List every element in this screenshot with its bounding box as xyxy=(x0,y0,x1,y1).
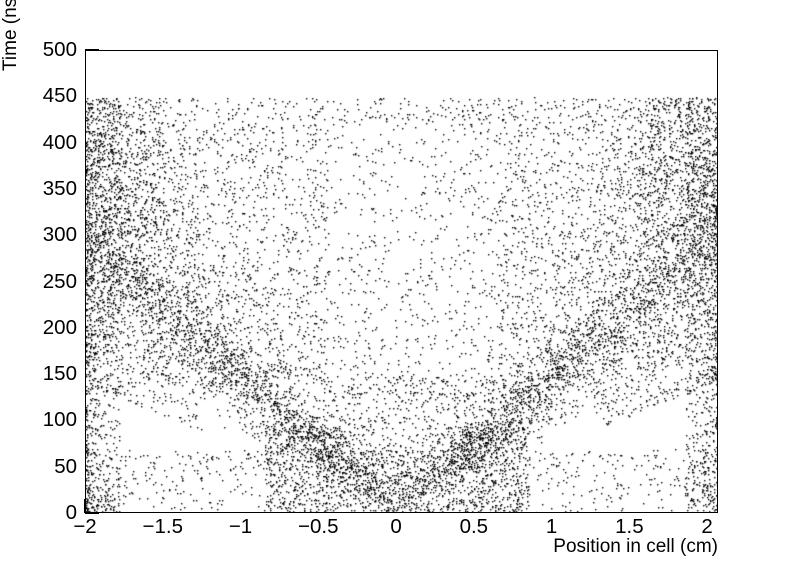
y-tick-major xyxy=(85,49,99,51)
y-tick-label: 500 xyxy=(42,38,77,61)
y-tick-label: 300 xyxy=(42,223,77,247)
x-tick-label: −1 xyxy=(228,515,253,538)
y-tick-label: 450 xyxy=(42,84,77,108)
x-tick-label: 1.5 xyxy=(615,515,644,538)
x-tick-label: 0.5 xyxy=(459,515,489,538)
x-tick-label: 0 xyxy=(390,515,402,538)
y-tick-label: 350 xyxy=(42,176,77,200)
y-tick-label: 50 xyxy=(54,454,77,478)
y-tick-label: 150 xyxy=(42,362,77,386)
x-tick-label: 2 xyxy=(701,515,713,538)
plot-frame xyxy=(85,50,718,513)
x-tick-label: −2 xyxy=(73,515,97,538)
x-axis-title-text: Position in cell (cm) xyxy=(553,536,718,557)
y-tick-label: 400 xyxy=(42,130,77,154)
y-tick-label: 250 xyxy=(42,269,77,293)
x-tick-label: −0.5 xyxy=(298,515,339,538)
y-tick-label: 0 xyxy=(65,501,77,524)
x-tick-label: 1 xyxy=(545,515,558,538)
x-axis-title: Position in cell (cm) xyxy=(0,536,718,558)
y-tick-label: 200 xyxy=(42,315,77,339)
x-tick-label: −1.5 xyxy=(142,515,183,538)
y-tick-label: 100 xyxy=(42,408,77,432)
scatter-points xyxy=(86,51,717,512)
y-axis-title-text: Time (ns) xyxy=(0,0,21,71)
x-tick-major xyxy=(84,499,86,513)
